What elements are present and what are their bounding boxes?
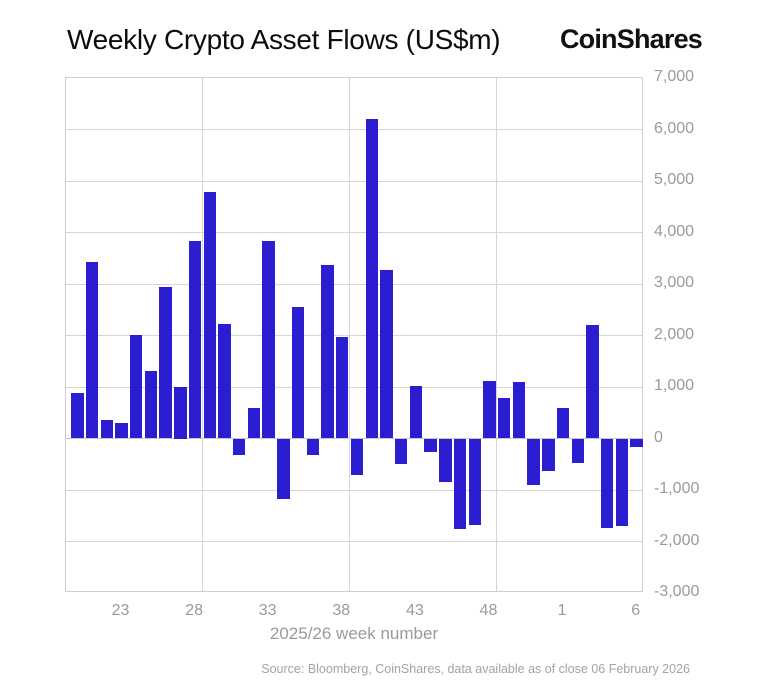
gridline-h [66,129,642,130]
y-axis-label: -2,000 [654,531,700,549]
bar-week-27 [174,387,187,439]
gridline-h [66,541,642,542]
bar-week-28 [188,241,202,439]
bar-week-50 [512,382,526,439]
bar-week-34 [277,438,290,500]
x-axis-label: 38 [332,602,351,619]
gridline-h [66,232,642,233]
gridline-h [66,180,642,182]
y-axis-label: 6,000 [654,119,695,137]
bar-week-22 [100,420,113,439]
y-axis-label: 3,000 [654,274,695,291]
bar-week-49 [497,398,511,439]
bar-week-20 [71,393,84,439]
bar-week-3 [586,325,599,439]
y-axis-label: -1,000 [654,480,700,497]
x-axis-label: 23 [111,602,130,619]
bar-week-29 [203,192,217,439]
gridline-h [66,386,642,388]
bar-week-4 [600,438,614,528]
bar-week-42 [394,438,408,465]
bar-week-24 [130,334,143,439]
bar-week-48 [483,380,496,439]
bar-week-2 [571,438,584,463]
bar-week-39 [350,438,364,475]
coinshares-logo: CoinShares [559,24,703,54]
bar-week-1 [556,408,570,439]
bar-week-40 [365,119,378,439]
bar-week-41 [380,270,393,439]
y-axis-label: -3,000 [654,583,700,600]
bar-week-6 [630,438,643,447]
bar-week-32 [247,407,261,439]
bar-week-43 [409,385,423,439]
bar-week-47 [468,438,481,526]
bar-week-25 [144,370,158,439]
x-axis-label: 33 [258,602,277,619]
plot-area [65,77,643,592]
gridline-v [201,78,203,591]
bar-week-36 [306,438,320,456]
x-axis-title: 2025/26 week number [269,624,439,643]
chart-title: Weekly Crypto Asset Flows (US$m) [67,24,501,55]
bar-week-37 [321,265,334,439]
bar-week-51 [527,438,540,486]
x-axis-label: 28 [185,602,203,619]
bar-week-31 [233,438,246,455]
bar-week-33 [262,241,275,439]
source-note: Source: Bloomberg, CoinShares, data avai… [261,662,690,676]
gridline-h [66,489,642,491]
x-axis-label: 48 [479,602,498,619]
gridline-v [496,78,498,591]
y-axis-label: 7,000 [654,68,695,85]
bar-week-21 [85,262,99,439]
bar-week-52 [542,438,555,471]
gridline-h [66,283,642,285]
gridline-h [66,335,642,336]
y-axis-label: 2,000 [654,325,695,343]
bar-week-45 [439,438,452,483]
x-axis-label: 1 [557,602,567,619]
bar-week-30 [218,323,231,439]
y-axis-label: 5,000 [654,171,695,188]
x-axis-label: 6 [631,602,641,619]
gridline-v [349,78,351,591]
y-axis-label: 4,000 [654,222,695,240]
x-axis-label: 43 [405,602,424,619]
y-axis-label: 0 [654,428,663,446]
bar-week-44 [424,438,437,452]
bar-week-46 [453,438,467,530]
bar-week-35 [291,306,305,439]
bar-week-26 [159,287,172,439]
bar-week-5 [615,438,629,527]
y-axis-label: 1,000 [654,377,695,394]
bar-week-23 [115,423,128,439]
bar-week-38 [336,337,349,439]
